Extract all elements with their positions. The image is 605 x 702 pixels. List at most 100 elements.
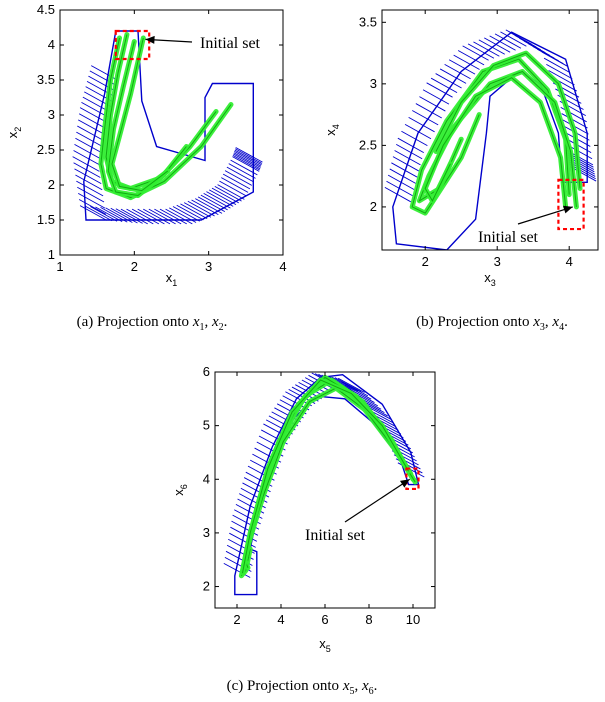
reach-set-hatch [541,51,568,67]
reach-set-hatch [448,59,476,75]
x-axis-label-base: x [319,636,326,651]
reach-set-hatch [392,156,420,172]
reach-set-hatch [154,208,182,225]
reach-set-hatch [73,162,101,178]
reach-set-hatch [235,147,263,163]
reach-set-hatch [462,45,489,61]
reach-set-hatch [105,207,133,223]
y-tick-label: 3.5 [359,14,377,29]
reach-set-hatch [78,199,107,215]
y-axis-label-base: x [5,131,20,138]
reach-set-hatch [214,186,242,202]
reach-set-hatch [341,381,369,397]
initial-set-box [405,467,420,491]
reach-set-hatch [75,174,103,191]
reach-set-hatch [232,156,260,172]
reach-set-hatch [412,110,439,126]
caption-sep: , [545,314,553,330]
x-tick-label: 10 [406,612,420,627]
reach-set-hatch [143,208,171,225]
y-tick-label: 5 [203,418,210,433]
x-tick-label: 4 [279,259,286,274]
reach-set-hatch [191,199,219,216]
reach-set-hatch [489,35,516,51]
reach-set-hatch [76,180,104,197]
reach-set-hatch [235,148,263,164]
reach-set-hatch [211,187,239,204]
reach-set-hatch [75,137,103,154]
trajectory-line [242,379,410,574]
x-tick-label: 2 [131,259,138,274]
caption-var1: x [342,678,350,694]
caption-label: (b) [416,314,437,330]
reach-set-hatch [81,102,109,118]
reach-set-hatch [233,152,261,168]
axes-frame [59,9,284,256]
x-axis-label-sub: 5 [326,644,331,654]
reach-set-hatch [78,113,107,129]
y-tick-label: 6 [203,364,210,379]
caption-text: Projection onto [247,678,343,694]
caption-sub1: 1 [199,322,204,333]
reach-set-hatch [110,207,138,224]
caption-end: . [564,314,568,330]
y-tick-label: 3 [203,525,210,540]
y-tick-label: 4.5 [37,2,55,17]
x-tick-label: 6 [321,612,328,627]
caption-sub2: 6 [369,686,374,697]
reach-set-hatch [176,204,204,221]
reach-set-hatch [401,130,428,147]
reach-set-hatch [159,208,187,225]
reach-set-hatch [195,198,223,214]
caption-text: Projection onto [437,314,533,330]
reach-set-hatch [77,186,105,203]
x-tick-label: 1 [56,259,63,274]
x-axis-label-sub: 1 [172,278,177,288]
axes-frame [381,9,599,251]
reach-set-hatch [183,202,212,218]
caption-var1: x [532,314,540,330]
reach-set-hatch [234,149,262,166]
annotation-arrowhead [563,205,573,214]
caption-end: . [224,314,228,330]
y-axis-label-base: x [323,129,338,136]
caption-label: (a) [77,314,97,330]
y-axis-label-sub: 6 [179,484,189,489]
reach-set-hatch [219,180,247,197]
reach-set-hatch [500,31,527,47]
reach-set-hatch [91,65,119,81]
reach-set-hatch [217,184,245,200]
caption-var2: x [361,678,369,694]
x-axis-label-base: x [166,270,173,285]
annotation-arrowhead [399,479,410,488]
reach-set-hatch [209,189,237,205]
caption-var1: x [192,314,200,330]
reach-set-hatch [561,113,588,129]
reach-set-hatch [426,82,453,98]
reach-set-hatch [422,89,450,105]
reach-set-hatch [222,173,251,190]
y-tick-label: 4 [203,471,210,486]
reach-set-hatch [77,119,106,135]
reach-set-hatch [90,206,118,222]
x-tick-label: 2 [233,612,240,627]
reach-set-hatch [344,384,372,400]
y-tick-label: 4 [48,37,55,52]
subfigure-caption: (b) Projection onto x3, x4. [416,314,568,333]
reach-set-hatch [230,159,258,176]
reach-set-hatch [200,194,228,211]
x-tick-label: 2 [422,254,429,269]
y-tick-label: 2.5 [37,142,55,157]
reach-set-hatch [494,33,522,49]
reach-set-hatch [467,43,495,59]
reach-set-hatch [430,77,458,93]
caption-end: . [374,678,378,694]
trajectory-line [435,52,581,189]
x-axis-label-base: x [484,270,491,285]
caption-sub1: 5 [349,686,354,697]
reach-set-hatch [453,54,480,70]
reach-set-hatch [419,96,446,112]
